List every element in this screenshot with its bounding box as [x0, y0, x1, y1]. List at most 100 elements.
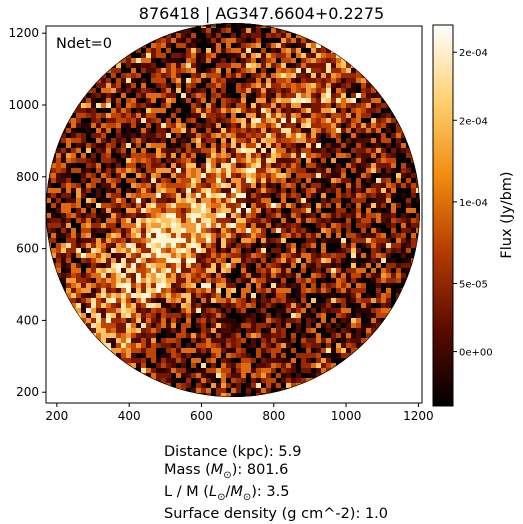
heatmap-cell	[96, 123, 101, 128]
heatmap-cell	[306, 373, 311, 378]
heatmap-cell	[136, 128, 141, 133]
heatmap-cell	[261, 183, 266, 188]
heatmap-cell	[171, 193, 176, 198]
heatmap-cell	[141, 148, 146, 153]
heatmap-cell	[176, 153, 181, 158]
heatmap-cell	[381, 118, 386, 123]
heatmap-cell	[346, 258, 351, 263]
heatmap-cell	[356, 273, 361, 278]
heatmap-cell	[156, 93, 161, 98]
heatmap-cell	[236, 68, 241, 73]
heatmap-cell	[211, 373, 216, 378]
heatmap-cell	[196, 28, 201, 33]
heatmap-cell	[176, 88, 181, 93]
heatmap-cell	[331, 153, 336, 158]
heatmap-cell	[61, 258, 66, 263]
heatmap-cell	[211, 143, 216, 148]
heatmap-cell	[236, 303, 241, 308]
heatmap-cell	[191, 183, 196, 188]
heatmap-cell	[256, 268, 261, 273]
heatmap-cell	[116, 343, 121, 348]
heatmap-cell	[186, 248, 191, 253]
heatmap-cell	[196, 238, 201, 243]
heatmap-cell	[256, 138, 261, 143]
heatmap-cell	[96, 158, 101, 163]
heatmap-cell	[401, 278, 406, 283]
heatmap-cell	[131, 333, 136, 338]
lm-m-sub: ⊙	[242, 491, 252, 503]
heatmap-cell	[286, 93, 291, 98]
heatmap-cell	[386, 303, 391, 308]
heatmap-cell	[186, 28, 191, 33]
heatmap-cell	[351, 133, 356, 138]
heatmap-cell	[141, 108, 146, 113]
heatmap-cell	[161, 303, 166, 308]
heatmap-cell	[301, 83, 306, 88]
heatmap-cell	[131, 363, 136, 368]
heatmap-cell	[266, 293, 271, 298]
heatmap-cell	[341, 78, 346, 83]
heatmap-cell	[401, 253, 406, 258]
heatmap-cell	[126, 338, 131, 343]
heatmap-cell	[281, 303, 286, 308]
heatmap-cell	[46, 218, 51, 223]
heatmap-cell	[191, 353, 196, 358]
heatmap-cell	[191, 218, 196, 223]
heatmap-cell	[191, 78, 196, 83]
heatmap-cell	[281, 43, 286, 48]
heatmap-cell	[356, 248, 361, 253]
heatmap-cell	[361, 318, 366, 323]
heatmap-cell	[206, 363, 211, 368]
heatmap-cell	[276, 353, 281, 358]
heatmap-cell	[261, 48, 266, 53]
heatmap-cell	[401, 143, 406, 148]
heatmap-cell	[366, 323, 371, 328]
heatmap-cell	[171, 113, 176, 118]
heatmap-cell	[91, 163, 96, 168]
heatmap-cell	[226, 353, 231, 358]
heatmap-cell	[251, 28, 256, 33]
heatmap-cell	[391, 113, 396, 118]
heatmap-cell	[326, 233, 331, 238]
heatmap-cell	[136, 273, 141, 278]
heatmap-cell	[141, 73, 146, 78]
heatmap-cell	[406, 233, 411, 238]
heatmap-cell	[316, 183, 321, 188]
heatmap-cell	[146, 228, 151, 233]
heatmap-cell	[246, 273, 251, 278]
heatmap-cell	[381, 148, 386, 153]
heatmap-cell	[191, 348, 196, 353]
heatmap-cell	[236, 33, 241, 38]
heatmap-cell	[151, 238, 156, 243]
heatmap-cell	[201, 313, 206, 318]
heatmap-cell	[136, 258, 141, 263]
heatmap-cell	[336, 303, 341, 308]
heatmap-cell	[236, 253, 241, 258]
heatmap-cell	[231, 163, 236, 168]
heatmap-cell	[351, 193, 356, 198]
heatmap-cell	[291, 53, 296, 58]
heatmap-cell	[71, 273, 76, 278]
heatmap-cell	[231, 68, 236, 73]
heatmap-cell	[331, 253, 336, 258]
heatmap-cell	[221, 138, 226, 143]
heatmap-cell	[171, 348, 176, 353]
heatmap-cell	[171, 363, 176, 368]
heatmap-cell	[156, 153, 161, 158]
heatmap-cell	[196, 308, 201, 313]
heatmap-cell	[146, 368, 151, 373]
heatmap-cell	[326, 58, 331, 63]
heatmap-cell	[121, 78, 126, 83]
heatmap-cell	[201, 33, 206, 38]
heatmap-cell	[171, 43, 176, 48]
heatmap-cell	[281, 263, 286, 268]
heatmap-cell	[316, 313, 321, 318]
colorbar	[432, 24, 454, 407]
heatmap-cell	[201, 273, 206, 278]
heatmap-cell	[286, 358, 291, 363]
heatmap-cell	[226, 148, 231, 153]
heatmap-cell	[171, 338, 176, 343]
heatmap-cell	[326, 333, 331, 338]
heatmap-cell	[126, 168, 131, 173]
heatmap-cell	[96, 298, 101, 303]
